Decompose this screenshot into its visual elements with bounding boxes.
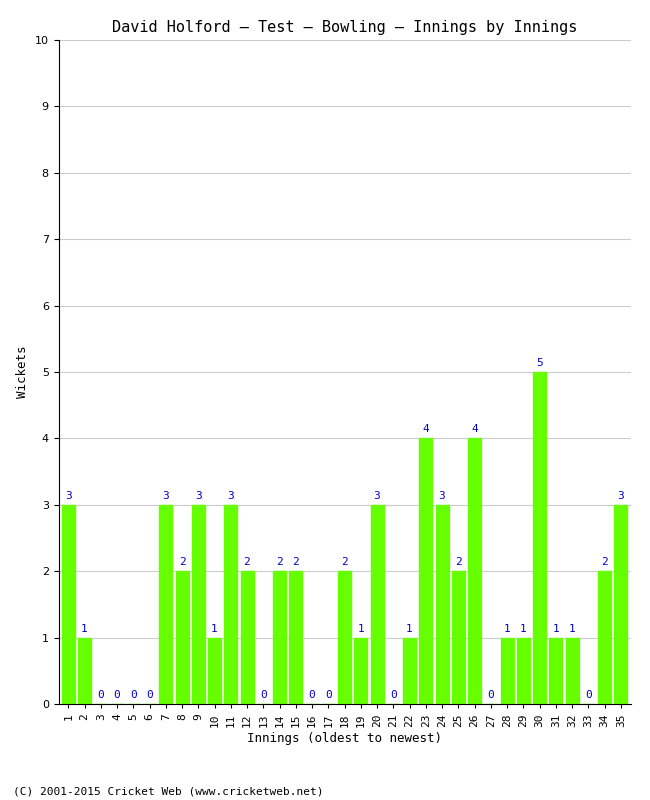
- Text: (C) 2001-2015 Cricket Web (www.cricketweb.net): (C) 2001-2015 Cricket Web (www.cricketwe…: [13, 786, 324, 796]
- Text: 3: 3: [195, 491, 202, 501]
- Bar: [500, 638, 514, 704]
- Bar: [159, 505, 172, 704]
- Bar: [403, 638, 416, 704]
- Text: 4: 4: [471, 425, 478, 434]
- Bar: [533, 372, 546, 704]
- Text: 5: 5: [536, 358, 543, 368]
- Bar: [338, 571, 351, 704]
- Text: 2: 2: [601, 558, 608, 567]
- Bar: [517, 638, 530, 704]
- Bar: [192, 505, 205, 704]
- Text: 0: 0: [130, 690, 136, 700]
- Text: 2: 2: [244, 558, 250, 567]
- Bar: [566, 638, 578, 704]
- Text: 4: 4: [422, 425, 429, 434]
- Text: 0: 0: [325, 690, 332, 700]
- Bar: [452, 571, 465, 704]
- Bar: [370, 505, 383, 704]
- Bar: [78, 638, 91, 704]
- Text: 2: 2: [341, 558, 348, 567]
- Text: 1: 1: [81, 624, 88, 634]
- Text: 1: 1: [504, 624, 510, 634]
- Text: 1: 1: [552, 624, 559, 634]
- Bar: [289, 571, 302, 704]
- Text: 3: 3: [65, 491, 72, 501]
- Text: 1: 1: [569, 624, 575, 634]
- Text: 0: 0: [309, 690, 315, 700]
- Text: 0: 0: [98, 690, 104, 700]
- Bar: [62, 505, 75, 704]
- Text: 1: 1: [406, 624, 413, 634]
- Bar: [598, 571, 611, 704]
- Text: 3: 3: [439, 491, 445, 501]
- X-axis label: Innings (oldest to newest): Innings (oldest to newest): [247, 732, 442, 745]
- Bar: [354, 638, 367, 704]
- Bar: [419, 438, 432, 704]
- Text: 2: 2: [455, 558, 461, 567]
- Text: 0: 0: [146, 690, 153, 700]
- Bar: [436, 505, 448, 704]
- Text: 0: 0: [114, 690, 120, 700]
- Text: 2: 2: [276, 558, 283, 567]
- Text: 3: 3: [374, 491, 380, 501]
- Bar: [208, 638, 221, 704]
- Title: David Holford – Test – Bowling – Innings by Innings: David Holford – Test – Bowling – Innings…: [112, 20, 577, 34]
- Text: 0: 0: [390, 690, 396, 700]
- Bar: [224, 505, 237, 704]
- Text: 3: 3: [227, 491, 234, 501]
- Bar: [273, 571, 286, 704]
- Text: 1: 1: [358, 624, 364, 634]
- Y-axis label: Wickets: Wickets: [16, 346, 29, 398]
- Bar: [240, 571, 254, 704]
- Bar: [549, 638, 562, 704]
- Bar: [614, 505, 627, 704]
- Text: 3: 3: [162, 491, 169, 501]
- Text: 1: 1: [211, 624, 218, 634]
- Text: 1: 1: [520, 624, 526, 634]
- Text: 3: 3: [618, 491, 624, 501]
- Text: 2: 2: [292, 558, 299, 567]
- Text: 0: 0: [585, 690, 592, 700]
- Text: 0: 0: [488, 690, 494, 700]
- Bar: [468, 438, 481, 704]
- Text: 0: 0: [260, 690, 266, 700]
- Text: 2: 2: [179, 558, 185, 567]
- Bar: [176, 571, 188, 704]
